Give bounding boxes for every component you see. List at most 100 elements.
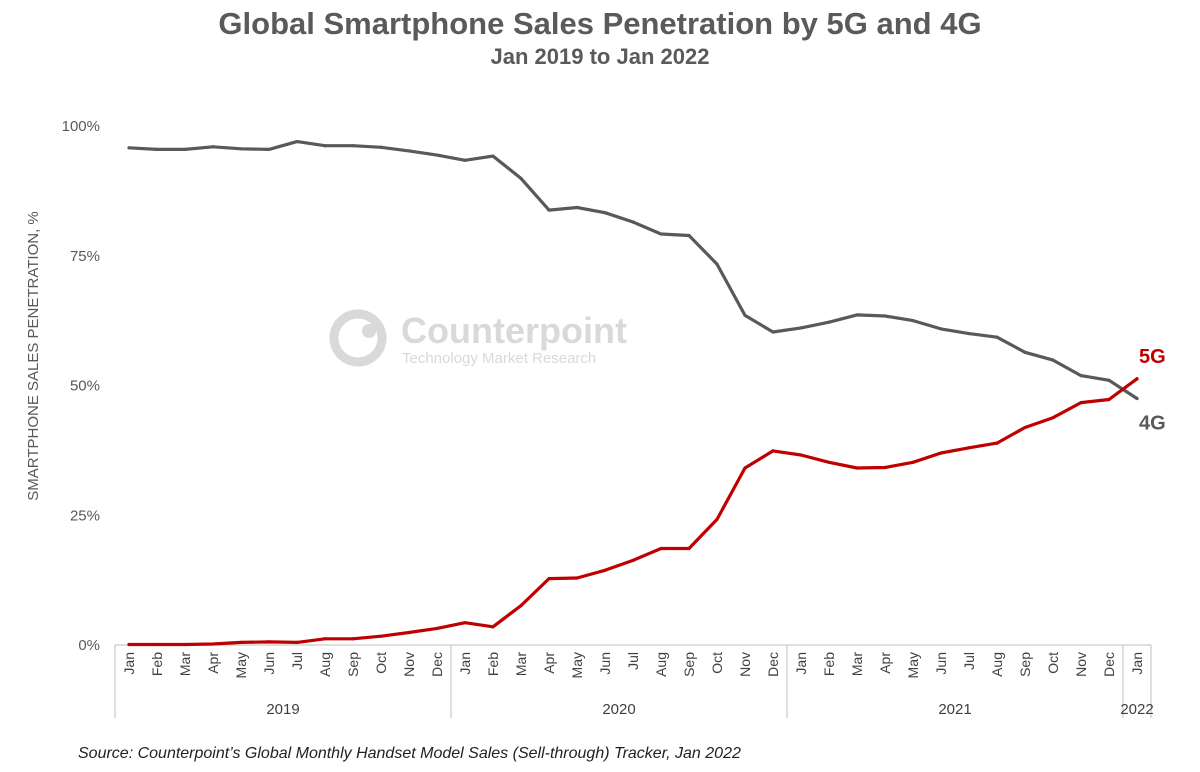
data-point-4g	[1135, 396, 1139, 401]
data-point-5g	[491, 625, 495, 629]
x-tick-label: May	[569, 652, 585, 678]
data-point-5g	[967, 446, 971, 450]
x-tick-label: Jan	[1129, 652, 1145, 675]
x-tick-label: Dec	[1101, 652, 1117, 677]
data-point-4g	[967, 332, 971, 336]
data-point-4g	[491, 154, 495, 158]
x-tick-label: Jun	[933, 652, 949, 675]
y-tick-label: 75%	[70, 248, 100, 265]
data-point-4g	[351, 144, 355, 148]
x-tick-label: May	[905, 652, 921, 678]
x-tick-label: Feb	[821, 652, 837, 676]
x-tick-label: Sep	[1017, 652, 1033, 677]
x-tick-label: Jul	[961, 652, 977, 670]
chart-title: Global Smartphone Sales Penetration by 5…	[218, 6, 982, 41]
data-point-4g	[995, 335, 999, 339]
data-point-4g	[883, 314, 887, 318]
y-tick-label: 50%	[70, 378, 100, 395]
data-point-4g	[239, 147, 243, 151]
x-tick-label: Feb	[149, 652, 165, 676]
data-point-4g	[407, 149, 411, 153]
x-tick-label: Apr	[205, 652, 221, 674]
x-tick-label: Feb	[485, 652, 501, 676]
data-point-5g	[323, 637, 327, 641]
data-point-5g	[1107, 397, 1111, 402]
x-tick-label: Jan	[121, 652, 137, 675]
data-point-5g	[715, 517, 719, 522]
x-tick-label: Apr	[877, 652, 893, 674]
counterpoint-watermark: Counterpoint Technology Market Research	[329, 309, 627, 367]
series-line-5g	[127, 377, 1139, 647]
data-point-5g	[519, 603, 523, 608]
watermark-tagline: Technology Market Research	[402, 350, 596, 367]
data-point-4g	[771, 330, 775, 334]
data-point-5g	[183, 642, 187, 647]
x-tick-label: Jul	[289, 652, 305, 670]
x-tick-label: Mar	[849, 652, 865, 676]
data-point-5g	[127, 642, 131, 647]
data-point-4g	[1023, 350, 1027, 354]
x-tick-label: Jan	[457, 652, 473, 675]
counterpoint-logo-icon	[329, 309, 387, 367]
x-tick-label: Mar	[513, 652, 529, 676]
counterpoint-logo-dot-icon	[362, 324, 376, 338]
data-point-5g	[603, 568, 607, 572]
data-point-4g	[183, 147, 187, 151]
data-point-5g	[295, 640, 299, 645]
data-point-5g	[771, 449, 775, 453]
data-point-5g	[883, 465, 887, 470]
data-point-5g	[211, 642, 215, 646]
data-point-5g	[939, 451, 943, 455]
x-tick-label: Oct	[709, 652, 725, 674]
year-label: 2019	[266, 701, 299, 718]
data-point-5g	[1079, 401, 1083, 405]
data-point-4g	[855, 313, 859, 317]
data-point-4g	[631, 220, 635, 224]
data-point-4g	[155, 147, 159, 151]
data-point-4g	[463, 158, 467, 162]
data-point-5g	[575, 576, 579, 580]
data-point-4g	[379, 145, 383, 149]
data-point-5g	[687, 546, 691, 551]
data-point-4g	[799, 326, 803, 330]
x-tick-label: Apr	[541, 652, 557, 674]
data-point-4g	[267, 147, 271, 151]
x-tick-label: Jan	[793, 652, 809, 675]
data-point-4g	[1051, 358, 1055, 362]
data-point-5g	[379, 634, 383, 638]
axes: 0% 25% 50% 75% 100% Jan Feb Mar Apr May Jun Jul Aug S…	[62, 118, 1154, 718]
x-tick-label: Sep	[345, 652, 361, 677]
data-point-5g	[1051, 416, 1055, 420]
chart-subtitle: Jan 2019 to Jan 2022	[490, 44, 710, 69]
data-point-5g	[463, 621, 467, 625]
data-point-4g	[323, 144, 327, 148]
year-label: 2020	[602, 701, 635, 718]
data-point-5g	[911, 460, 915, 464]
data-point-4g	[575, 205, 579, 210]
series-line-4g	[127, 140, 1139, 401]
x-tick-label: Mar	[177, 652, 193, 676]
data-point-5g	[547, 576, 551, 581]
data-point-4g	[603, 211, 607, 215]
x-tick-label: Jul	[625, 652, 641, 670]
x-tick-label: Nov	[737, 652, 753, 677]
data-point-5g	[855, 466, 859, 470]
y-tick-label: 0%	[78, 637, 100, 654]
y-axis-label: SMARTPHONE SALES PENETRATION, %	[25, 211, 42, 501]
y-tick-label: 25%	[70, 507, 100, 524]
data-point-5g	[407, 630, 411, 635]
series-end-label-4g: 4G	[1139, 412, 1166, 434]
source-note: Source: Counterpoint’s Global Monthly Ha…	[78, 745, 741, 762]
data-point-5g	[267, 640, 271, 644]
x-tick-label: May	[233, 652, 249, 678]
data-point-5g	[1135, 377, 1139, 381]
data-point-5g	[995, 441, 999, 445]
data-point-4g	[1079, 374, 1083, 378]
data-point-4g	[715, 262, 719, 266]
data-point-4g	[547, 208, 551, 212]
data-point-4g	[1107, 378, 1111, 382]
year-label: 2022	[1120, 701, 1153, 718]
x-tick-label: Oct	[373, 652, 389, 674]
x-tick-label: Dec	[429, 652, 445, 677]
